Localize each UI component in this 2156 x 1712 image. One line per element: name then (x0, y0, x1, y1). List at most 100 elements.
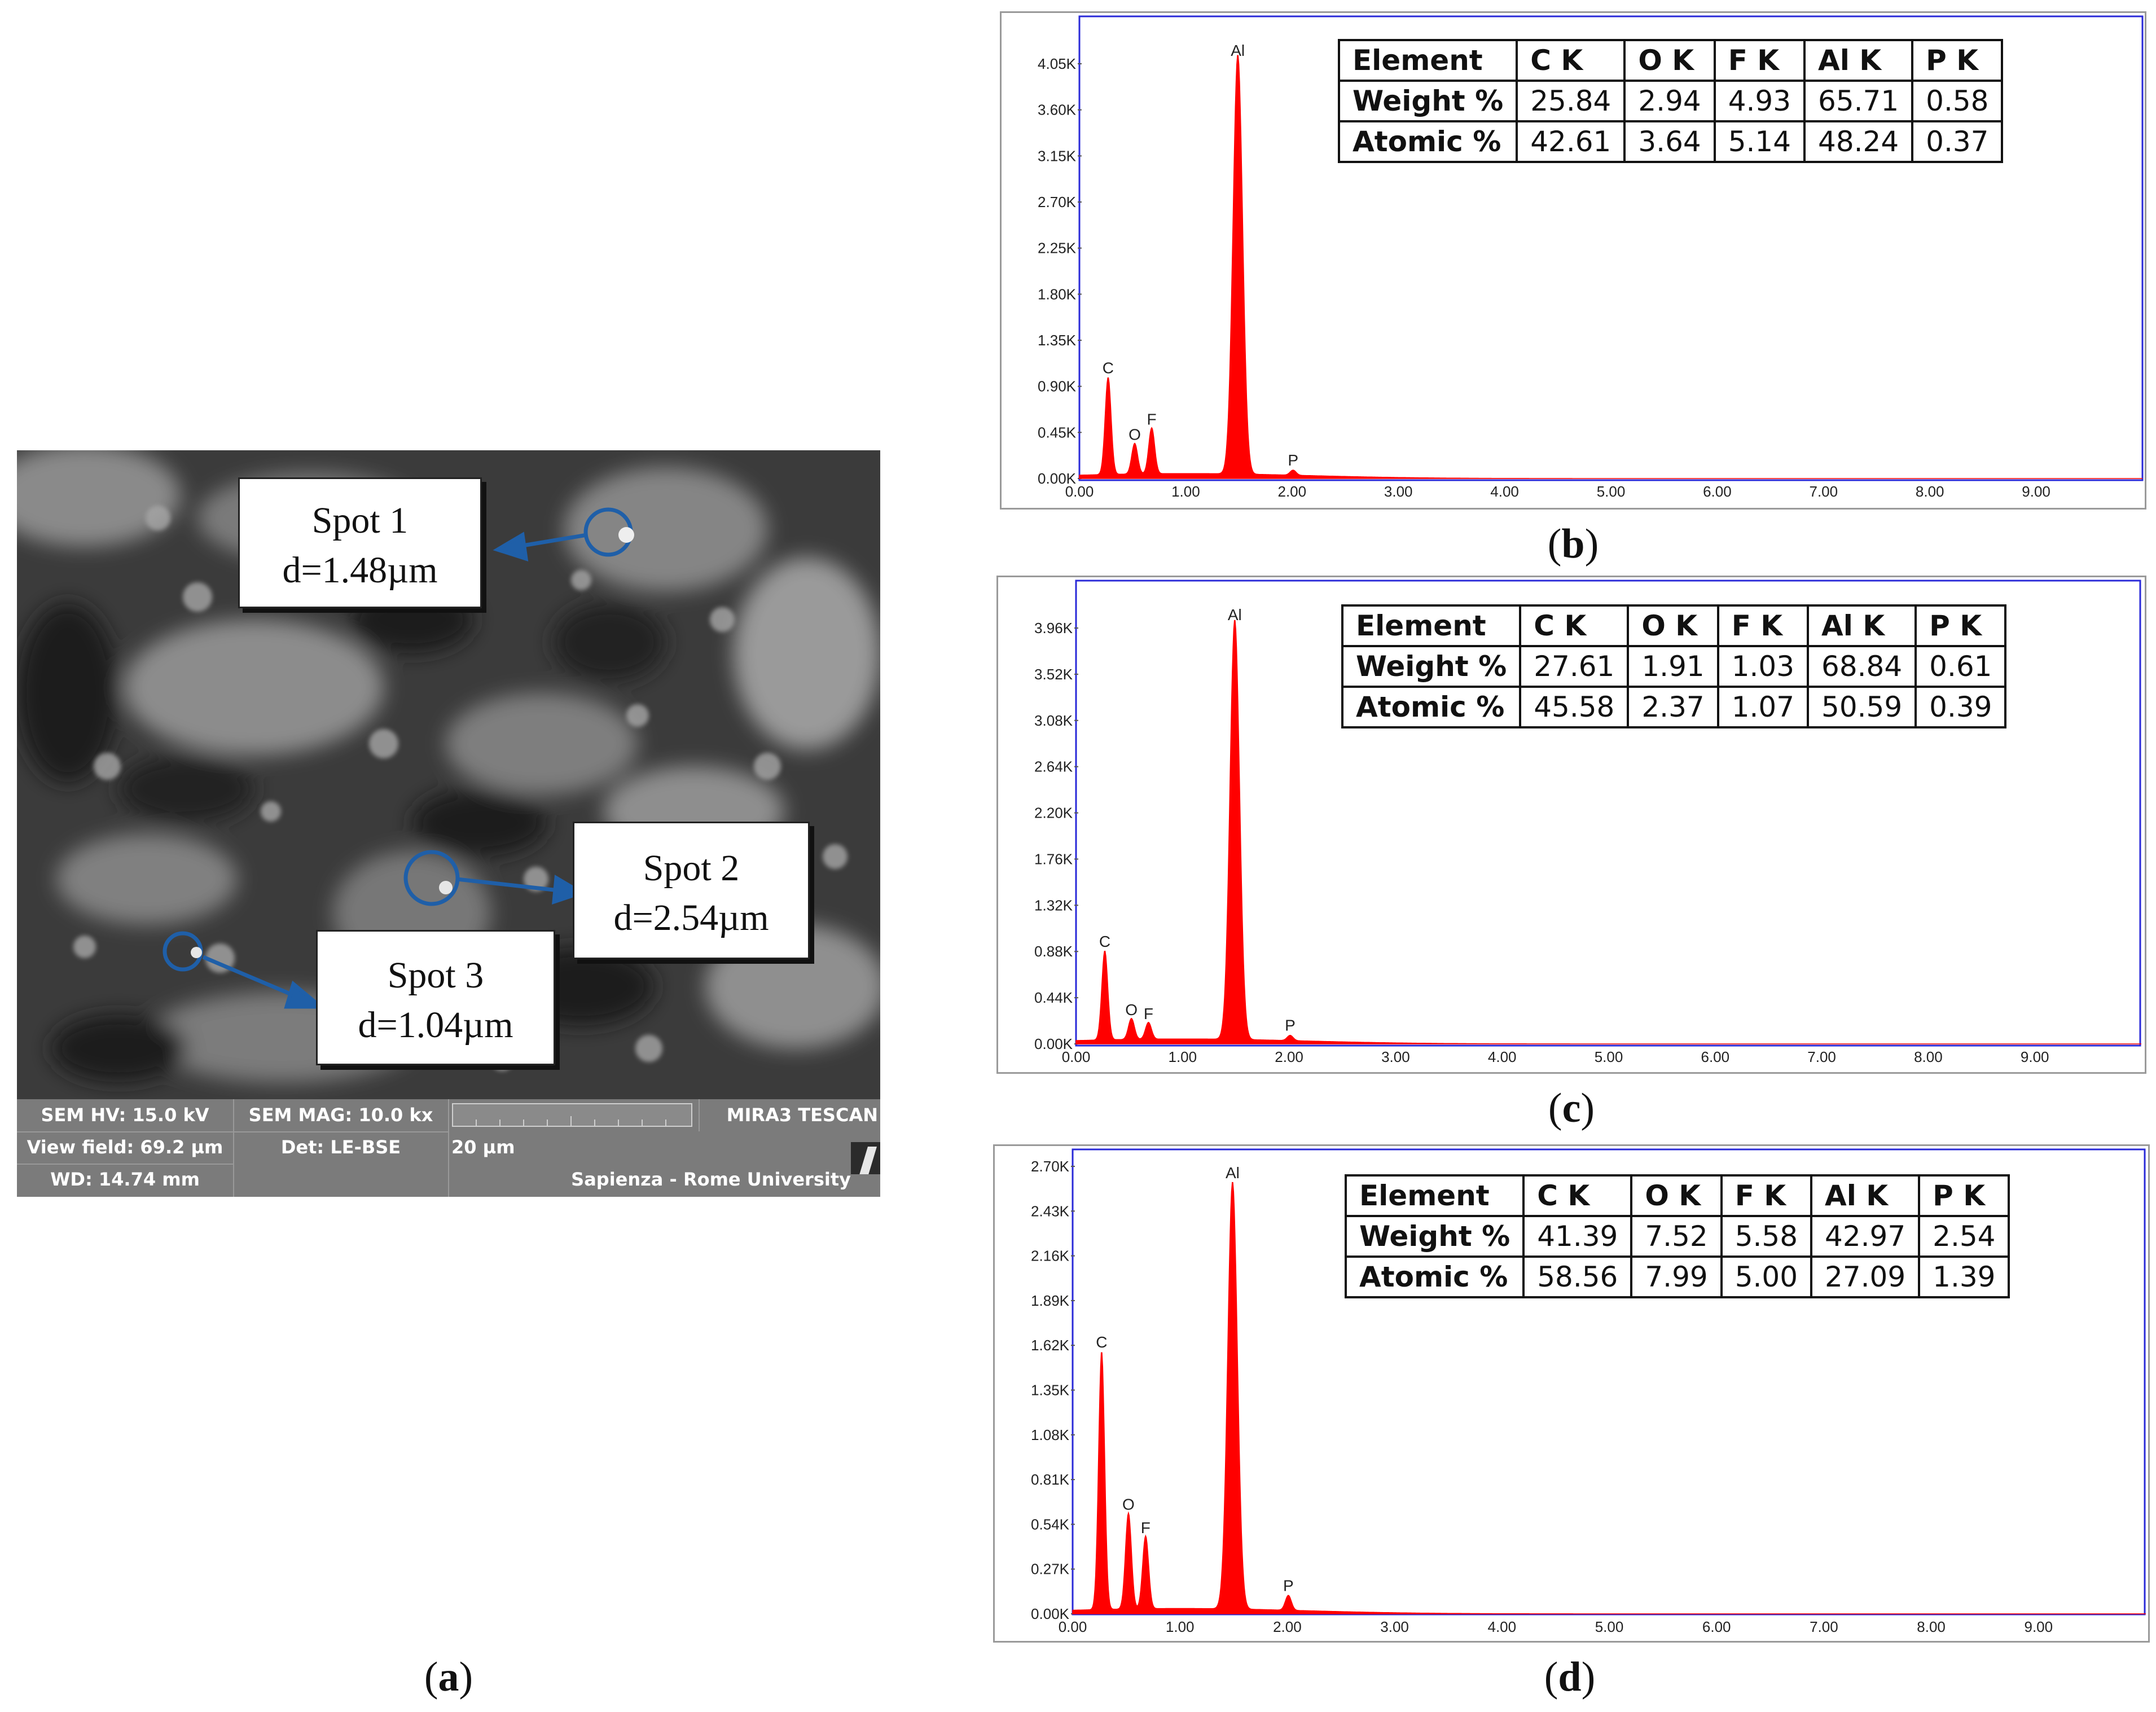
x-tick-label: 9.00 (2022, 483, 2050, 500)
x-tick-label: 9.00 (2024, 1618, 2053, 1635)
x-tick-label: 6.00 (1701, 1048, 1729, 1065)
spot-2-label: Spot 2 (643, 848, 740, 889)
spectrum-plot-b: 0.00K 0.45K 0.90K 1.35K 1.80K 2.25K 2.70K 3.15K… (1038, 15, 2144, 500)
x-tick-label: 0.00 (1059, 1618, 1087, 1635)
x-tick-label: 0.00 (1065, 483, 1094, 500)
y-tick-label: 1.08K (1031, 1426, 1070, 1443)
y-tick-label: 3.52K (1034, 666, 1073, 683)
y-tick-label: 1.35K (1031, 1382, 1070, 1399)
y-tick-label: 1.32K (1034, 897, 1073, 914)
spot-1-callout: Spot 1 d=1.48µm (238, 477, 482, 608)
y-tick-label: 2.70K (1038, 194, 1077, 210)
sem-detector: Det: LE-BSE (280, 1136, 401, 1158)
x-tick-label: 0.00 (1062, 1048, 1091, 1065)
spectrum-panel-c: 0.00K 0.44K 0.88K 1.32K 1.76K 2.20K 2.64K 3.08K… (996, 576, 2146, 1074)
spectrum-plot-d: 0.00K 0.27K 0.54K 0.81K 1.08K 1.35K 1.62K 1.89K… (1031, 1148, 2146, 1635)
y-tick-label: 2.20K (1034, 805, 1073, 822)
x-tick-label: 8.00 (1917, 1618, 1946, 1635)
y-tick-label: 2.70K (1031, 1158, 1070, 1175)
x-tick-label: 7.00 (1809, 483, 1838, 500)
y-tick-label: 4.05K (1038, 55, 1077, 72)
sem-wd: WD: 14.74 mm (50, 1169, 200, 1190)
x-tick-label: 9.00 (2021, 1048, 2049, 1065)
sem-info-bar: SEM HV: 15.0 kV SEM MAG: 10.0 kx MIRA3 T… (17, 1099, 880, 1197)
y-tick-label: 0.90K (1038, 378, 1077, 395)
peak-label-al: Al (1231, 42, 1245, 59)
peak-label-c: C (1099, 933, 1110, 950)
y-tick-label: 3.60K (1038, 102, 1077, 118)
sem-mag: SEM MAG: 10.0 kx (248, 1104, 433, 1126)
spot-2-diameter: d=2.54µm (613, 897, 769, 938)
composition-table-c: Element C K O K F K Al K P K Weight % 27… (1341, 604, 2007, 728)
panel-label-d: (d) (1544, 1654, 1596, 1700)
peak-label-o: O (1125, 1001, 1138, 1019)
sem-brand: MIRA3 TESCAN (726, 1104, 878, 1126)
y-tick-label: 3.08K (1034, 712, 1073, 729)
x-tick-label: 4.00 (1490, 483, 1519, 500)
spot-3-label: Spot 3 (387, 955, 484, 996)
y-tick-label: 0.00K (1038, 470, 1077, 487)
panel-label-c: (c) (1548, 1085, 1595, 1131)
spot-2-callout: Spot 2 d=2.54µm (573, 822, 810, 959)
composition-table-d: Element C K O K F K Al K P K Weight % 41… (1344, 1174, 2010, 1298)
x-tick-label: 4.00 (1487, 1618, 1516, 1635)
spot-1-diameter: d=1.48µm (282, 550, 438, 591)
plot-frame (1072, 1148, 2146, 1616)
sem-organization: Sapienza - Rome University (571, 1169, 851, 1190)
x-tick-label: 3.00 (1384, 483, 1413, 500)
x-tick-label: 8.00 (1916, 483, 1944, 500)
x-tick-label: 1.00 (1171, 483, 1200, 500)
x-tick-label: 5.00 (1595, 1618, 1624, 1635)
peak-label-o: O (1122, 1496, 1135, 1513)
spectrum-series (1079, 55, 2142, 479)
spot-3-callout: Spot 3 d=1.04µm (316, 930, 555, 1065)
th-element: Element (1337, 39, 1518, 82)
peak-label-p: P (1283, 1577, 1294, 1595)
peak-label-f: F (1144, 1005, 1153, 1022)
peak-label-c: C (1103, 359, 1114, 377)
x-tick-label: 2.00 (1275, 1048, 1303, 1065)
x-tick-label: 4.00 (1488, 1048, 1517, 1065)
y-tick-label: 3.96K (1034, 620, 1073, 636)
y-tick-label: 1.80K (1038, 286, 1077, 302)
tescan-logo (851, 1142, 880, 1174)
peak-label-al: Al (1228, 606, 1242, 624)
spot-3-diameter: d=1.04µm (358, 1004, 513, 1046)
x-tick-label: 2.00 (1273, 1618, 1302, 1635)
x-tick-label: 5.00 (1597, 483, 1626, 500)
x-tick-label: 7.00 (1810, 1618, 1838, 1635)
peak-label-o: O (1129, 426, 1141, 444)
peak-label-c: C (1096, 1333, 1107, 1351)
spectrum-series (1075, 620, 2141, 1044)
th-ok: O K (1623, 39, 1716, 82)
peak-label-al: Al (1226, 1164, 1240, 1182)
th-alk: Al K (1803, 39, 1914, 82)
y-tick-label: 0.00K (1034, 1035, 1073, 1052)
sem-scale-label: 20 µm (451, 1136, 515, 1158)
y-tick-label: 2.43K (1031, 1202, 1070, 1219)
table-row: Weight % 25.84 2.94 4.93 65.71 0.58 (1337, 80, 2004, 122)
y-tick-label: 0.00K (1031, 1605, 1070, 1622)
x-tick-label: 8.00 (1914, 1048, 1943, 1065)
y-tick-label: 0.54K (1031, 1516, 1070, 1533)
y-tick-label: 0.44K (1034, 989, 1073, 1006)
sem-hv: SEM HV: 15.0 kV (41, 1104, 209, 1126)
th-fk: F K (1713, 39, 1806, 82)
y-tick-label: 2.16K (1031, 1248, 1070, 1265)
sem-image-panel: Spot 1 d=1.48µm Spot 2 d=2.54µm Spot 3 d… (17, 450, 880, 1197)
y-tick-label: 0.27K (1031, 1561, 1070, 1578)
peak-label-f: F (1141, 1519, 1151, 1537)
y-tick-label: 1.89K (1031, 1292, 1070, 1309)
x-tick-label: 7.00 (1807, 1048, 1836, 1065)
peak-label-p: P (1288, 451, 1298, 469)
spectrum-plot-c: 0.00K 0.44K 0.88K 1.32K 1.76K 2.20K 2.64K 3.08K… (1034, 580, 2141, 1065)
spectrum-series (1072, 1182, 2146, 1614)
x-tick-label: 1.00 (1168, 1048, 1197, 1065)
sem-view-field: View field: 69.2 µm (27, 1136, 223, 1158)
x-tick-label: 1.00 (1166, 1618, 1195, 1635)
y-tick-label: 1.35K (1038, 332, 1077, 349)
x-tick-label: 3.00 (1381, 1048, 1410, 1065)
table-row: Weight % 27.61 1.91 1.03 68.84 0.61 (1341, 645, 2007, 688)
peak-label-f: F (1147, 410, 1157, 428)
y-tick-label: 2.64K (1034, 758, 1073, 775)
